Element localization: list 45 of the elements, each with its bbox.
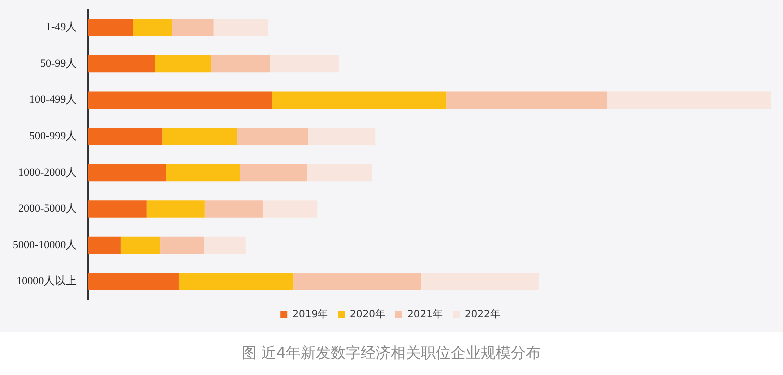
- legend-label: 2021年: [408, 308, 443, 321]
- bar: [421, 273, 540, 290]
- bar: [88, 92, 273, 109]
- y-tick-label: 1000-2000人: [18, 166, 78, 179]
- bar: [88, 128, 163, 146]
- bar: [155, 55, 212, 73]
- legend-label: 2019年: [292, 308, 328, 321]
- bar: [146, 200, 205, 218]
- y-tick-label: 50-99人: [40, 58, 78, 70]
- bar: [166, 164, 240, 182]
- bar: [88, 164, 166, 182]
- bar: [446, 92, 608, 109]
- legend-label: 2020年: [350, 308, 386, 321]
- y-tick-label: 5000-10000人: [12, 239, 78, 252]
- bar: [607, 92, 771, 109]
- text: 图 近4年新发数字经济相关职位企业规模分布: [240, 343, 542, 364]
- bar: [262, 200, 318, 218]
- y-tick-label: 2000-5000人: [18, 203, 78, 216]
- bar: [133, 19, 172, 36]
- bar: [88, 19, 134, 36]
- bar: [160, 236, 204, 254]
- bar: [178, 273, 294, 290]
- bar: [214, 19, 268, 36]
- bar: [270, 55, 340, 73]
- bar: [88, 200, 147, 218]
- y-tick-label: 10000人以上: [16, 274, 78, 288]
- bar: [88, 236, 121, 254]
- bar: [162, 128, 238, 146]
- bar: [88, 273, 179, 290]
- bar: [308, 128, 376, 146]
- bar: [88, 55, 156, 73]
- y-tick-label: 500-999人: [29, 130, 78, 143]
- bar: [237, 128, 308, 146]
- bar: [204, 236, 246, 254]
- bar: [294, 273, 422, 290]
- y-tick-label: 100-499人: [29, 94, 78, 106]
- legend-label: 2022年: [464, 308, 500, 321]
- bar: [307, 164, 372, 182]
- bar: [172, 19, 214, 36]
- bar: [204, 200, 263, 218]
- y-tick-label: 1-49人: [46, 22, 78, 34]
- bar: [240, 164, 308, 182]
- bar: [120, 236, 161, 254]
- bar: [272, 92, 447, 109]
- bar: [211, 55, 270, 73]
